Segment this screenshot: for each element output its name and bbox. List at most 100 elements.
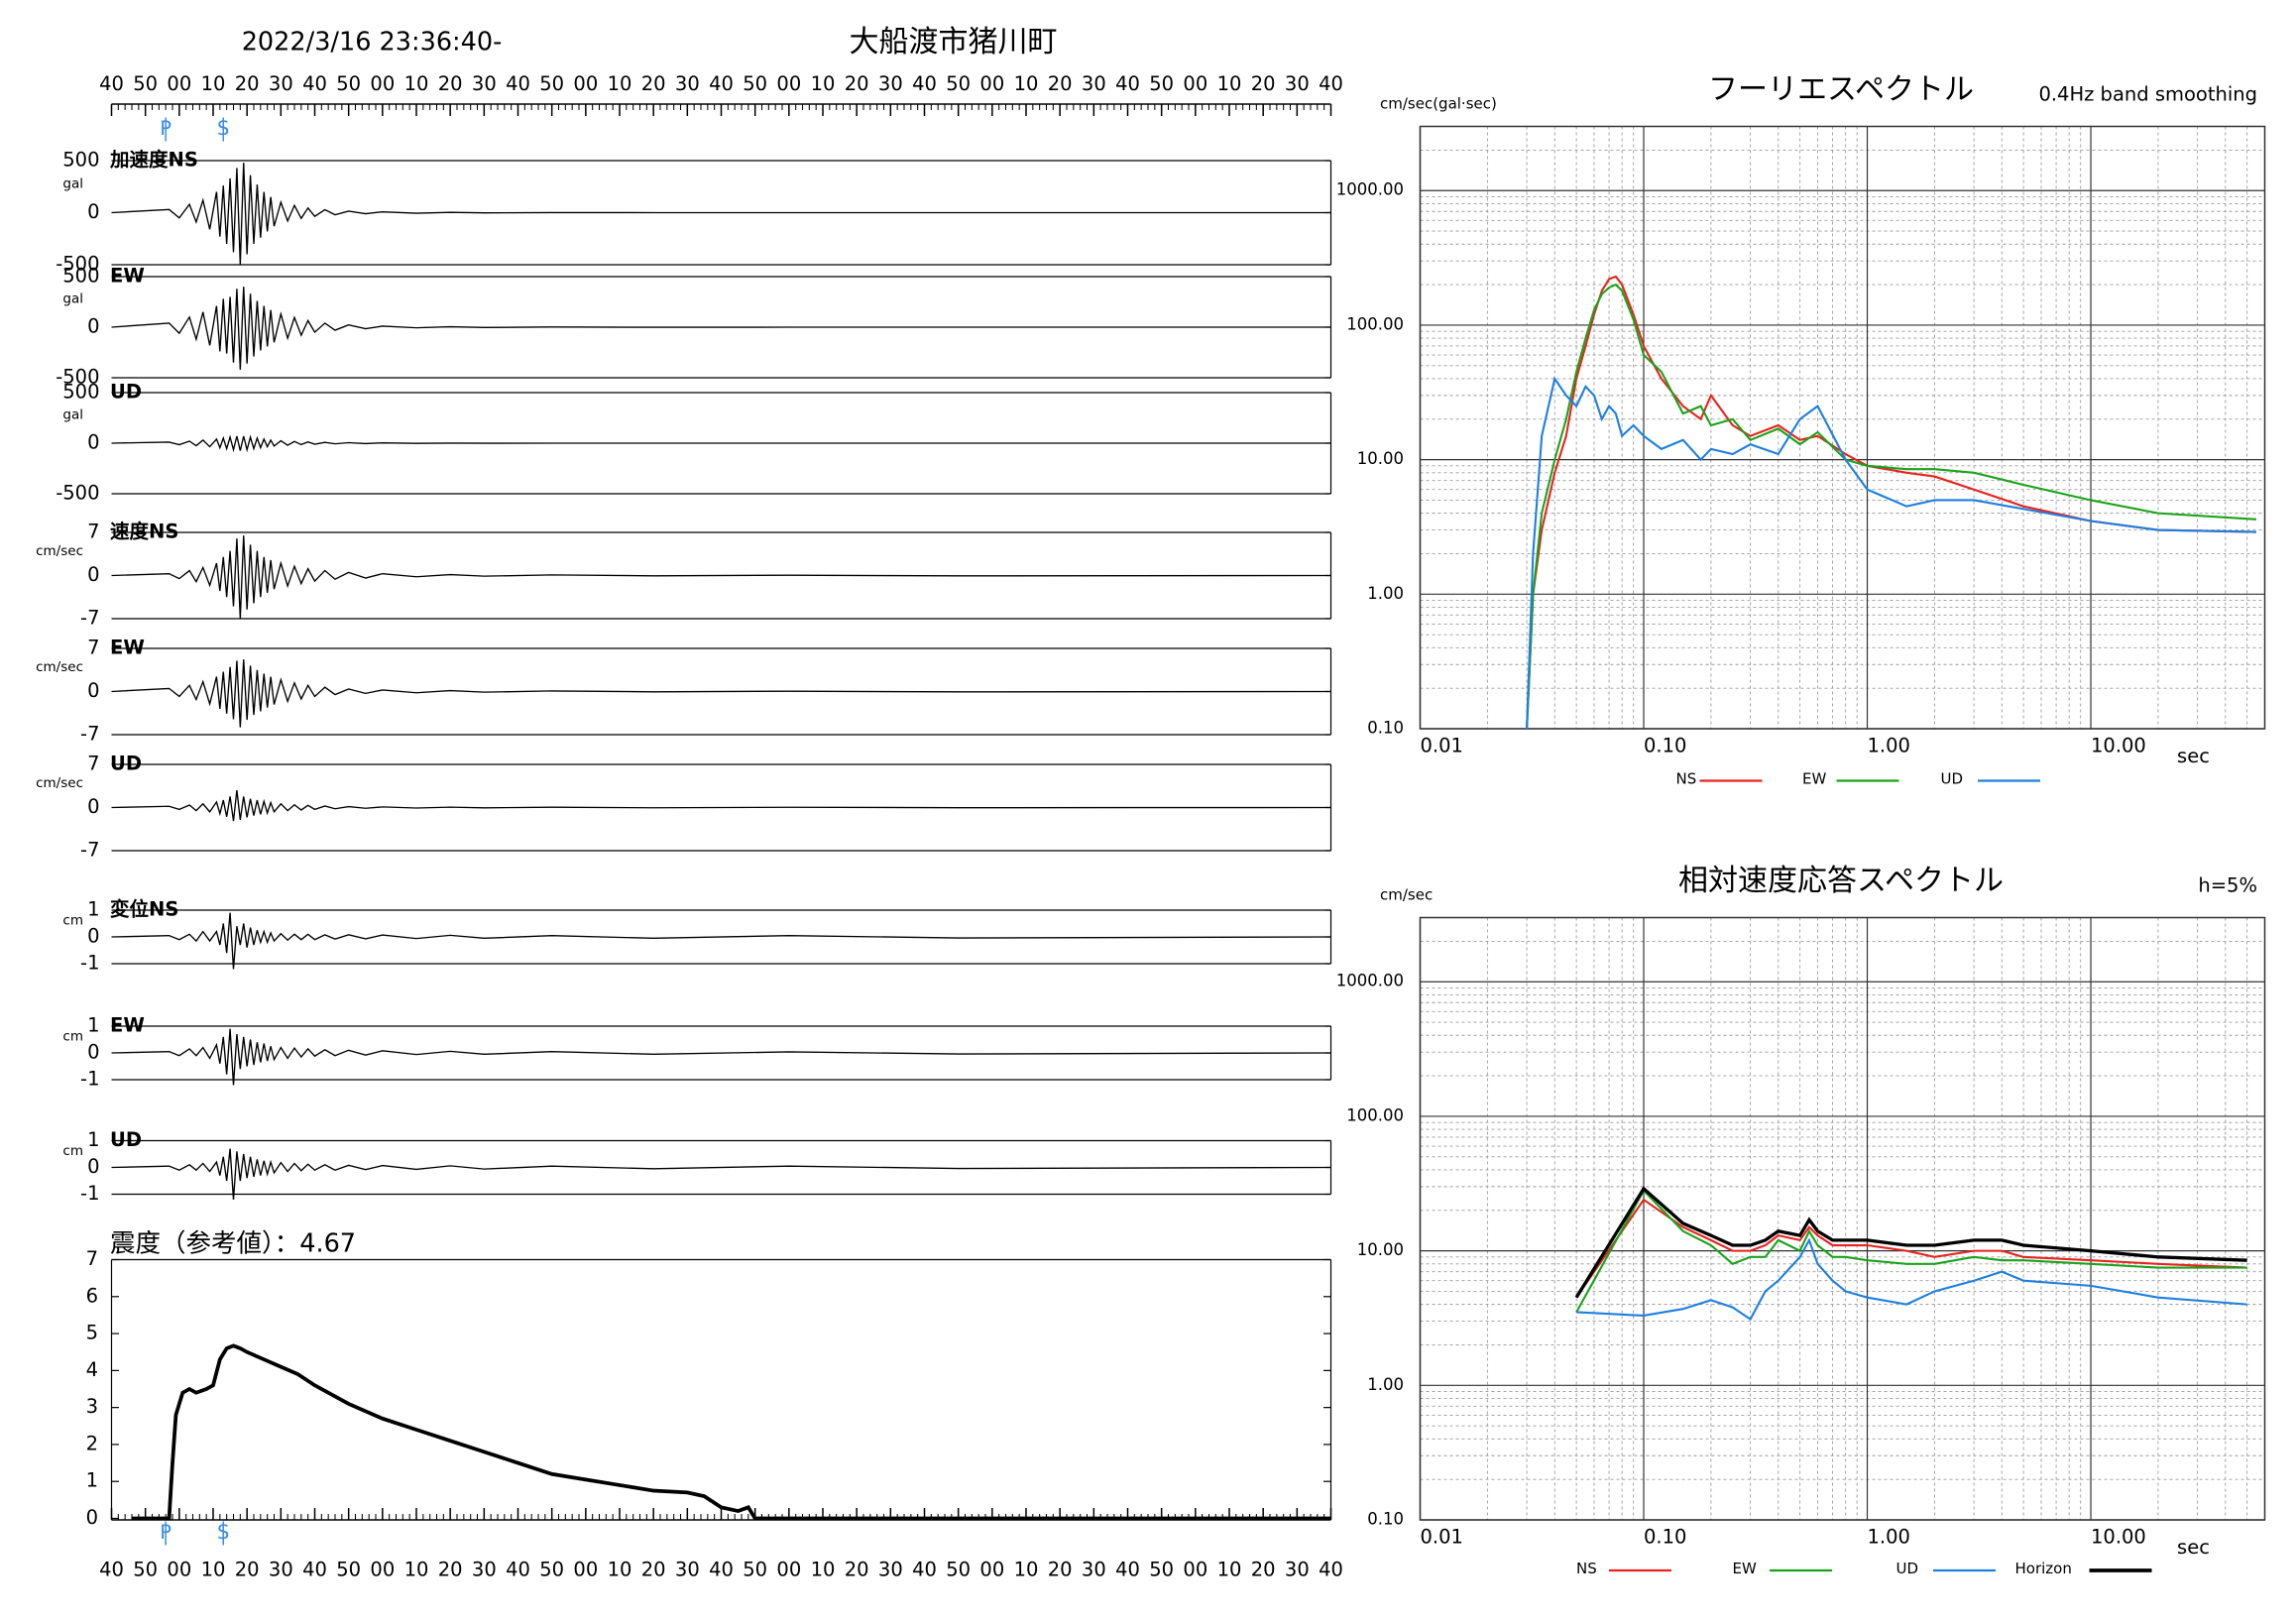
y-tick-label: 1.00 [1367, 1375, 1404, 1394]
x-tick-label: 50 [1149, 1559, 1174, 1581]
x-tick-label: 00 [979, 1559, 1004, 1581]
spectrum-line [1575, 1189, 2247, 1313]
x-tick-label: 20 [641, 72, 666, 95]
y-tick-label: 100.00 [1346, 1105, 1404, 1124]
x-tick-label: 50 [539, 72, 564, 95]
trace-unit: cm/sec [36, 543, 83, 559]
waveform-trace [111, 1028, 1331, 1086]
y-tick-label: -1 [80, 1068, 99, 1091]
trace-name: EW [110, 1014, 145, 1037]
trace-unit: cm [62, 1029, 83, 1045]
x-tick-label: 40 [709, 72, 734, 95]
y-axis-unit: cm/sec [1380, 886, 1433, 904]
plot-frame [1419, 125, 2266, 730]
y-tick-label: 7 [87, 521, 99, 543]
x-tick-label: 40 [912, 1559, 937, 1581]
x-tick-label: 10.00 [2091, 1526, 2146, 1549]
y-tick-label: 1 [86, 1469, 98, 1492]
trace-unit: gal [62, 175, 83, 191]
y-tick-label: 1 [87, 898, 99, 921]
x-tick-label: 40 [1319, 1559, 1343, 1581]
trace-name: UD [110, 753, 142, 775]
y-tick-label: 5 [86, 1322, 98, 1344]
y-tick-label: 7 [87, 637, 99, 659]
y-tick-label: 0 [87, 200, 99, 223]
chart-title: 相対速度応答スペクトル [1678, 864, 2004, 898]
x-tick-label: 30 [269, 1559, 293, 1581]
phase-label: P [160, 117, 172, 140]
trace-name: EW [110, 637, 145, 659]
waveform-trace [111, 659, 1331, 728]
x-tick-label: 20 [845, 1559, 869, 1581]
x-tick-label: 0.10 [1644, 1526, 1686, 1549]
x-tick-label: 20 [235, 72, 260, 95]
x-tick-label: 10 [1014, 72, 1039, 95]
x-tick-label: 50 [946, 72, 971, 95]
phase-label: S [217, 1521, 229, 1544]
spectrum-line [1526, 376, 2257, 730]
x-tick-label: 20 [1251, 1559, 1276, 1581]
x-axis-unit: sec [2177, 745, 2210, 767]
legend-label: NS [1576, 1560, 1597, 1577]
x-tick-label: 10 [201, 72, 226, 95]
x-tick-label: 20 [641, 1559, 666, 1581]
x-tick-label: 00 [573, 72, 598, 95]
waveform-trace [111, 163, 1331, 266]
y-tick-label: 4 [86, 1358, 98, 1381]
y-tick-label: 0 [87, 795, 99, 818]
y-tick-label: 1000.00 [1336, 180, 1404, 199]
waveform-trace [111, 912, 1331, 970]
x-tick-label: 50 [743, 72, 767, 95]
x-tick-label: 10 [1014, 1559, 1039, 1581]
x-tick-label: 40 [1319, 72, 1343, 95]
spectrum-line [1574, 1186, 2247, 1299]
trace-unit: cm/sec [36, 775, 83, 791]
x-tick-label: 10 [811, 1559, 836, 1581]
x-tick-label: 1.00 [1868, 1526, 1910, 1549]
x-tick-label: 00 [776, 72, 801, 95]
x-tick-label: 40 [99, 72, 124, 95]
x-tick-label: 10 [404, 1559, 429, 1581]
x-tick-label: 00 [370, 1559, 395, 1581]
x-tick-label: 40 [99, 1559, 124, 1581]
x-axis-unit: sec [2177, 1536, 2210, 1559]
x-tick-label: 10 [608, 72, 632, 95]
phase-label: S [217, 117, 229, 140]
legend-label: UD [1896, 1560, 1919, 1577]
y-tick-label: 1.00 [1367, 584, 1404, 603]
legend-label: Horizon [2015, 1560, 2072, 1577]
x-tick-label: 40 [302, 72, 327, 95]
legend-label: EW [1733, 1560, 1757, 1577]
spectrum-line [1526, 283, 2257, 730]
spectrum-line [1576, 1237, 2247, 1322]
intensity-line [132, 1343, 1331, 1521]
y-tick-label: 0.10 [1367, 1510, 1404, 1529]
x-tick-label: 40 [506, 1559, 530, 1581]
waveform-trace [111, 434, 1331, 453]
trace-name: 加速度NS [109, 149, 198, 172]
y-tick-label: 0 [86, 1506, 98, 1529]
x-tick-label: 30 [472, 72, 497, 95]
x-tick-label: 00 [1183, 1559, 1207, 1581]
legend-label: UD [1941, 770, 1964, 788]
x-tick-label: 40 [302, 1559, 327, 1581]
trace-unit: gal [62, 407, 83, 423]
x-tick-label: 50 [336, 1559, 361, 1581]
x-tick-label: 50 [1149, 72, 1174, 95]
x-tick-label: 1.00 [1868, 735, 1910, 757]
trace-name: 速度NS [110, 521, 178, 543]
x-tick-label: 40 [912, 72, 937, 95]
x-tick-label: 50 [539, 1559, 564, 1581]
x-tick-label: 20 [845, 72, 869, 95]
x-tick-label: 50 [336, 72, 361, 95]
y-tick-label: -500 [56, 366, 99, 389]
x-tick-label: 30 [269, 72, 293, 95]
y-tick-label: 1 [87, 1014, 99, 1037]
x-tick-label: 00 [1183, 72, 1207, 95]
x-tick-label: 30 [675, 72, 700, 95]
phase-label: P [160, 1521, 172, 1544]
x-tick-label: 40 [506, 72, 530, 95]
x-tick-label: 10 [811, 72, 836, 95]
x-tick-label: 40 [709, 1559, 734, 1581]
y-tick-label: 500 [62, 149, 99, 172]
